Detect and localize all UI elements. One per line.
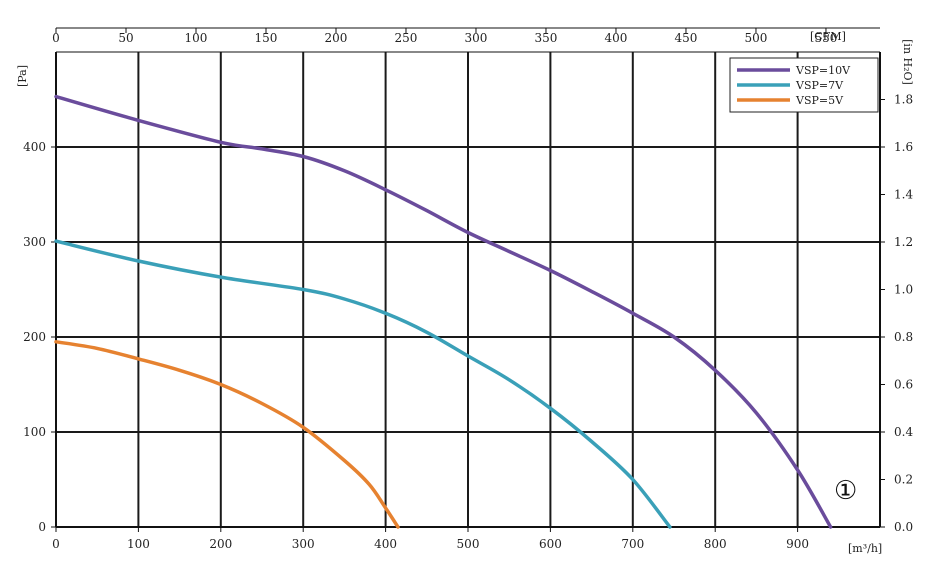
x2-tick-label: 150 bbox=[255, 31, 278, 45]
x2-tick-label: 100 bbox=[185, 31, 208, 45]
series-line-vsp-5v bbox=[54, 340, 400, 529]
axes: 0 100 200 300 400 500 600 700 800 900 0 50 100 150 200… bbox=[23, 27, 913, 551]
series-line-vsp-7v bbox=[54, 239, 672, 529]
curve-marker-label: ① bbox=[834, 476, 857, 506]
y2-tick-label: 0.8 bbox=[894, 330, 913, 344]
x2-tick-label: 450 bbox=[675, 31, 698, 45]
x-tick-label: 600 bbox=[539, 537, 562, 551]
y2-tick-label: 1.6 bbox=[894, 140, 913, 154]
legend-label: VSP=5V bbox=[795, 94, 844, 107]
x-tick-label: 900 bbox=[786, 537, 809, 551]
y-tick-label: 400 bbox=[23, 140, 46, 154]
inh2o-unit-label: [in H₂O] bbox=[901, 39, 914, 85]
y-tick-label: 300 bbox=[23, 235, 46, 249]
series-lines bbox=[54, 94, 833, 529]
legend-label: VSP=7V bbox=[795, 79, 844, 92]
x-tick-label: 800 bbox=[704, 537, 727, 551]
x-tick-label: 300 bbox=[292, 537, 315, 551]
series-line-vsp-10v bbox=[54, 94, 833, 529]
x-tick-label: 100 bbox=[127, 537, 150, 551]
m3h-unit-label: [m³/h] bbox=[848, 542, 882, 555]
x2-tick-label: 250 bbox=[395, 31, 418, 45]
y2-tick-label: 1.8 bbox=[894, 93, 913, 107]
y2-tick-label: 0.0 bbox=[894, 520, 913, 534]
x-tick-label: 400 bbox=[374, 537, 397, 551]
x2-tick-label: 550 bbox=[815, 31, 838, 45]
x-tick-label: 200 bbox=[209, 537, 232, 551]
y2-tick-label: 1.0 bbox=[894, 283, 913, 297]
x-tick-label: 500 bbox=[457, 537, 480, 551]
y2-tick-label: 0.2 bbox=[894, 473, 913, 487]
y-tick-label: 100 bbox=[23, 425, 46, 439]
x-tick-label: 700 bbox=[621, 537, 644, 551]
y2-tick-label: 0.6 bbox=[894, 378, 913, 392]
x2-tick-label: 200 bbox=[325, 31, 348, 45]
y2-tick-label: 0.4 bbox=[894, 425, 913, 439]
grid bbox=[56, 52, 880, 527]
y2-tick-label: 1.2 bbox=[894, 235, 913, 249]
x2-tick-label: 350 bbox=[535, 31, 558, 45]
x2-tick-label: 0 bbox=[52, 31, 60, 45]
y2-tick-label: 1.4 bbox=[894, 188, 913, 202]
y-tick-label: 200 bbox=[23, 330, 46, 344]
y-tick-label: 0 bbox=[38, 520, 46, 534]
x-tick-label: 0 bbox=[52, 537, 60, 551]
x2-tick-label: 50 bbox=[118, 31, 133, 45]
x2-tick-label: 300 bbox=[465, 31, 488, 45]
legend-label: VSP=10V bbox=[795, 64, 851, 77]
x2-tick-label: 400 bbox=[605, 31, 628, 45]
x2-tick-label: 500 bbox=[745, 31, 768, 45]
cfm-unit-label: [CFM] bbox=[810, 30, 846, 43]
legend: VSP=10V VSP=7V VSP=5V bbox=[729, 57, 879, 113]
pa-unit-label: [Pa] bbox=[16, 65, 29, 87]
